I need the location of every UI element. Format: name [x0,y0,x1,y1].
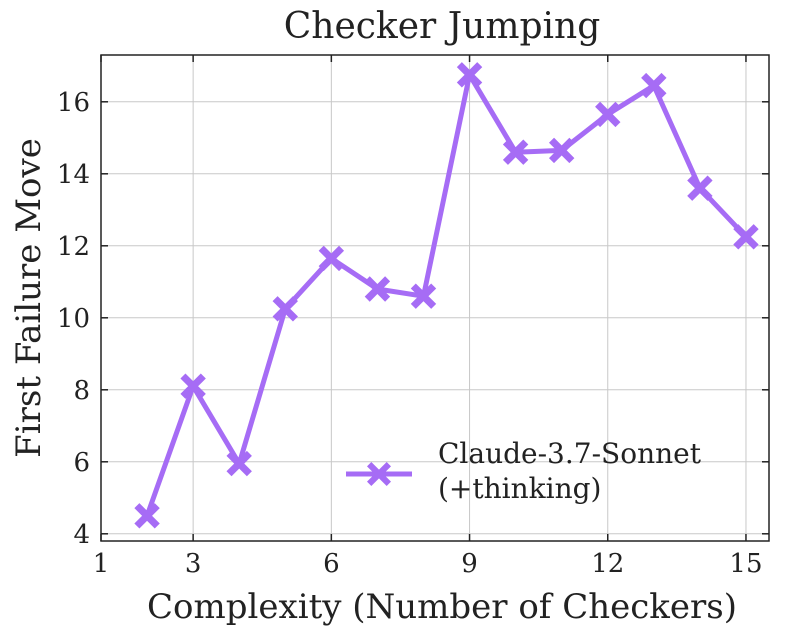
data-point-marker [226,450,252,477]
legend-label: Claude-3.7-Sonnet (+thinking) [438,437,702,505]
x-tick-label: 6 [323,549,340,579]
data-point-marker [318,245,345,272]
legend-label-line: Claude-3.7-Sonnet [438,437,702,470]
chart-title: Checker Jumping [284,6,601,47]
data-point-marker [641,72,667,99]
data-point-marker [595,101,621,128]
y-tick-label: 16 [57,88,90,118]
data-point-marker [272,296,298,322]
x-tick-label: 9 [461,549,478,579]
y-tick-label: 12 [57,232,90,262]
data-point-marker [364,276,391,302]
data-point-marker [410,283,437,309]
x-axis-label: Complexity (Number of Checkers) [147,587,737,627]
legend-label-line: (+thinking) [438,472,601,505]
x-tick-label: 1 [93,549,110,579]
y-tick-label: 6 [73,448,90,478]
grid [100,55,769,541]
y-axis-label: First Failure Move [9,138,49,458]
data-point-marker [733,224,759,250]
y-tick-label: 10 [57,304,90,334]
series-group [134,62,759,529]
y-ticks: 4 6 8 10 12 14 16 [57,88,769,550]
data-point-marker [180,373,206,399]
data-point-marker [687,175,713,201]
x-tick-label: 12 [591,549,624,579]
x-tick-label: 3 [185,549,202,579]
y-tick-label: 8 [73,376,90,406]
data-point-marker [456,62,483,88]
data-point-marker [134,503,160,529]
data-point-marker [548,137,575,164]
x-tick-label: 15 [729,549,762,579]
y-tick-label: 4 [73,520,90,550]
plot-frame [100,54,770,542]
data-point-marker [502,139,529,165]
legend-marker [367,462,391,486]
legend: Claude-3.7-Sonnet (+thinking) [346,437,702,505]
x-ticks: 1 3 6 9 12 15 [93,55,763,579]
y-tick-label: 14 [57,160,90,190]
